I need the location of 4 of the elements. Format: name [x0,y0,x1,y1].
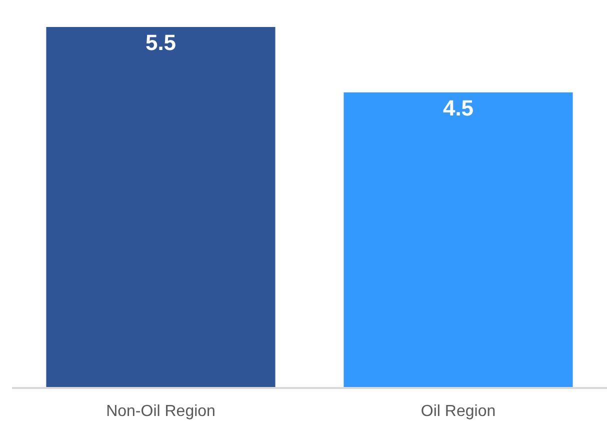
data-label: 5.5 [145,30,176,55]
data-label: 4.5 [442,95,474,120]
x-tick-label: Oil Region [420,402,496,420]
x-tick-label: Non-Oil Region [106,402,216,420]
